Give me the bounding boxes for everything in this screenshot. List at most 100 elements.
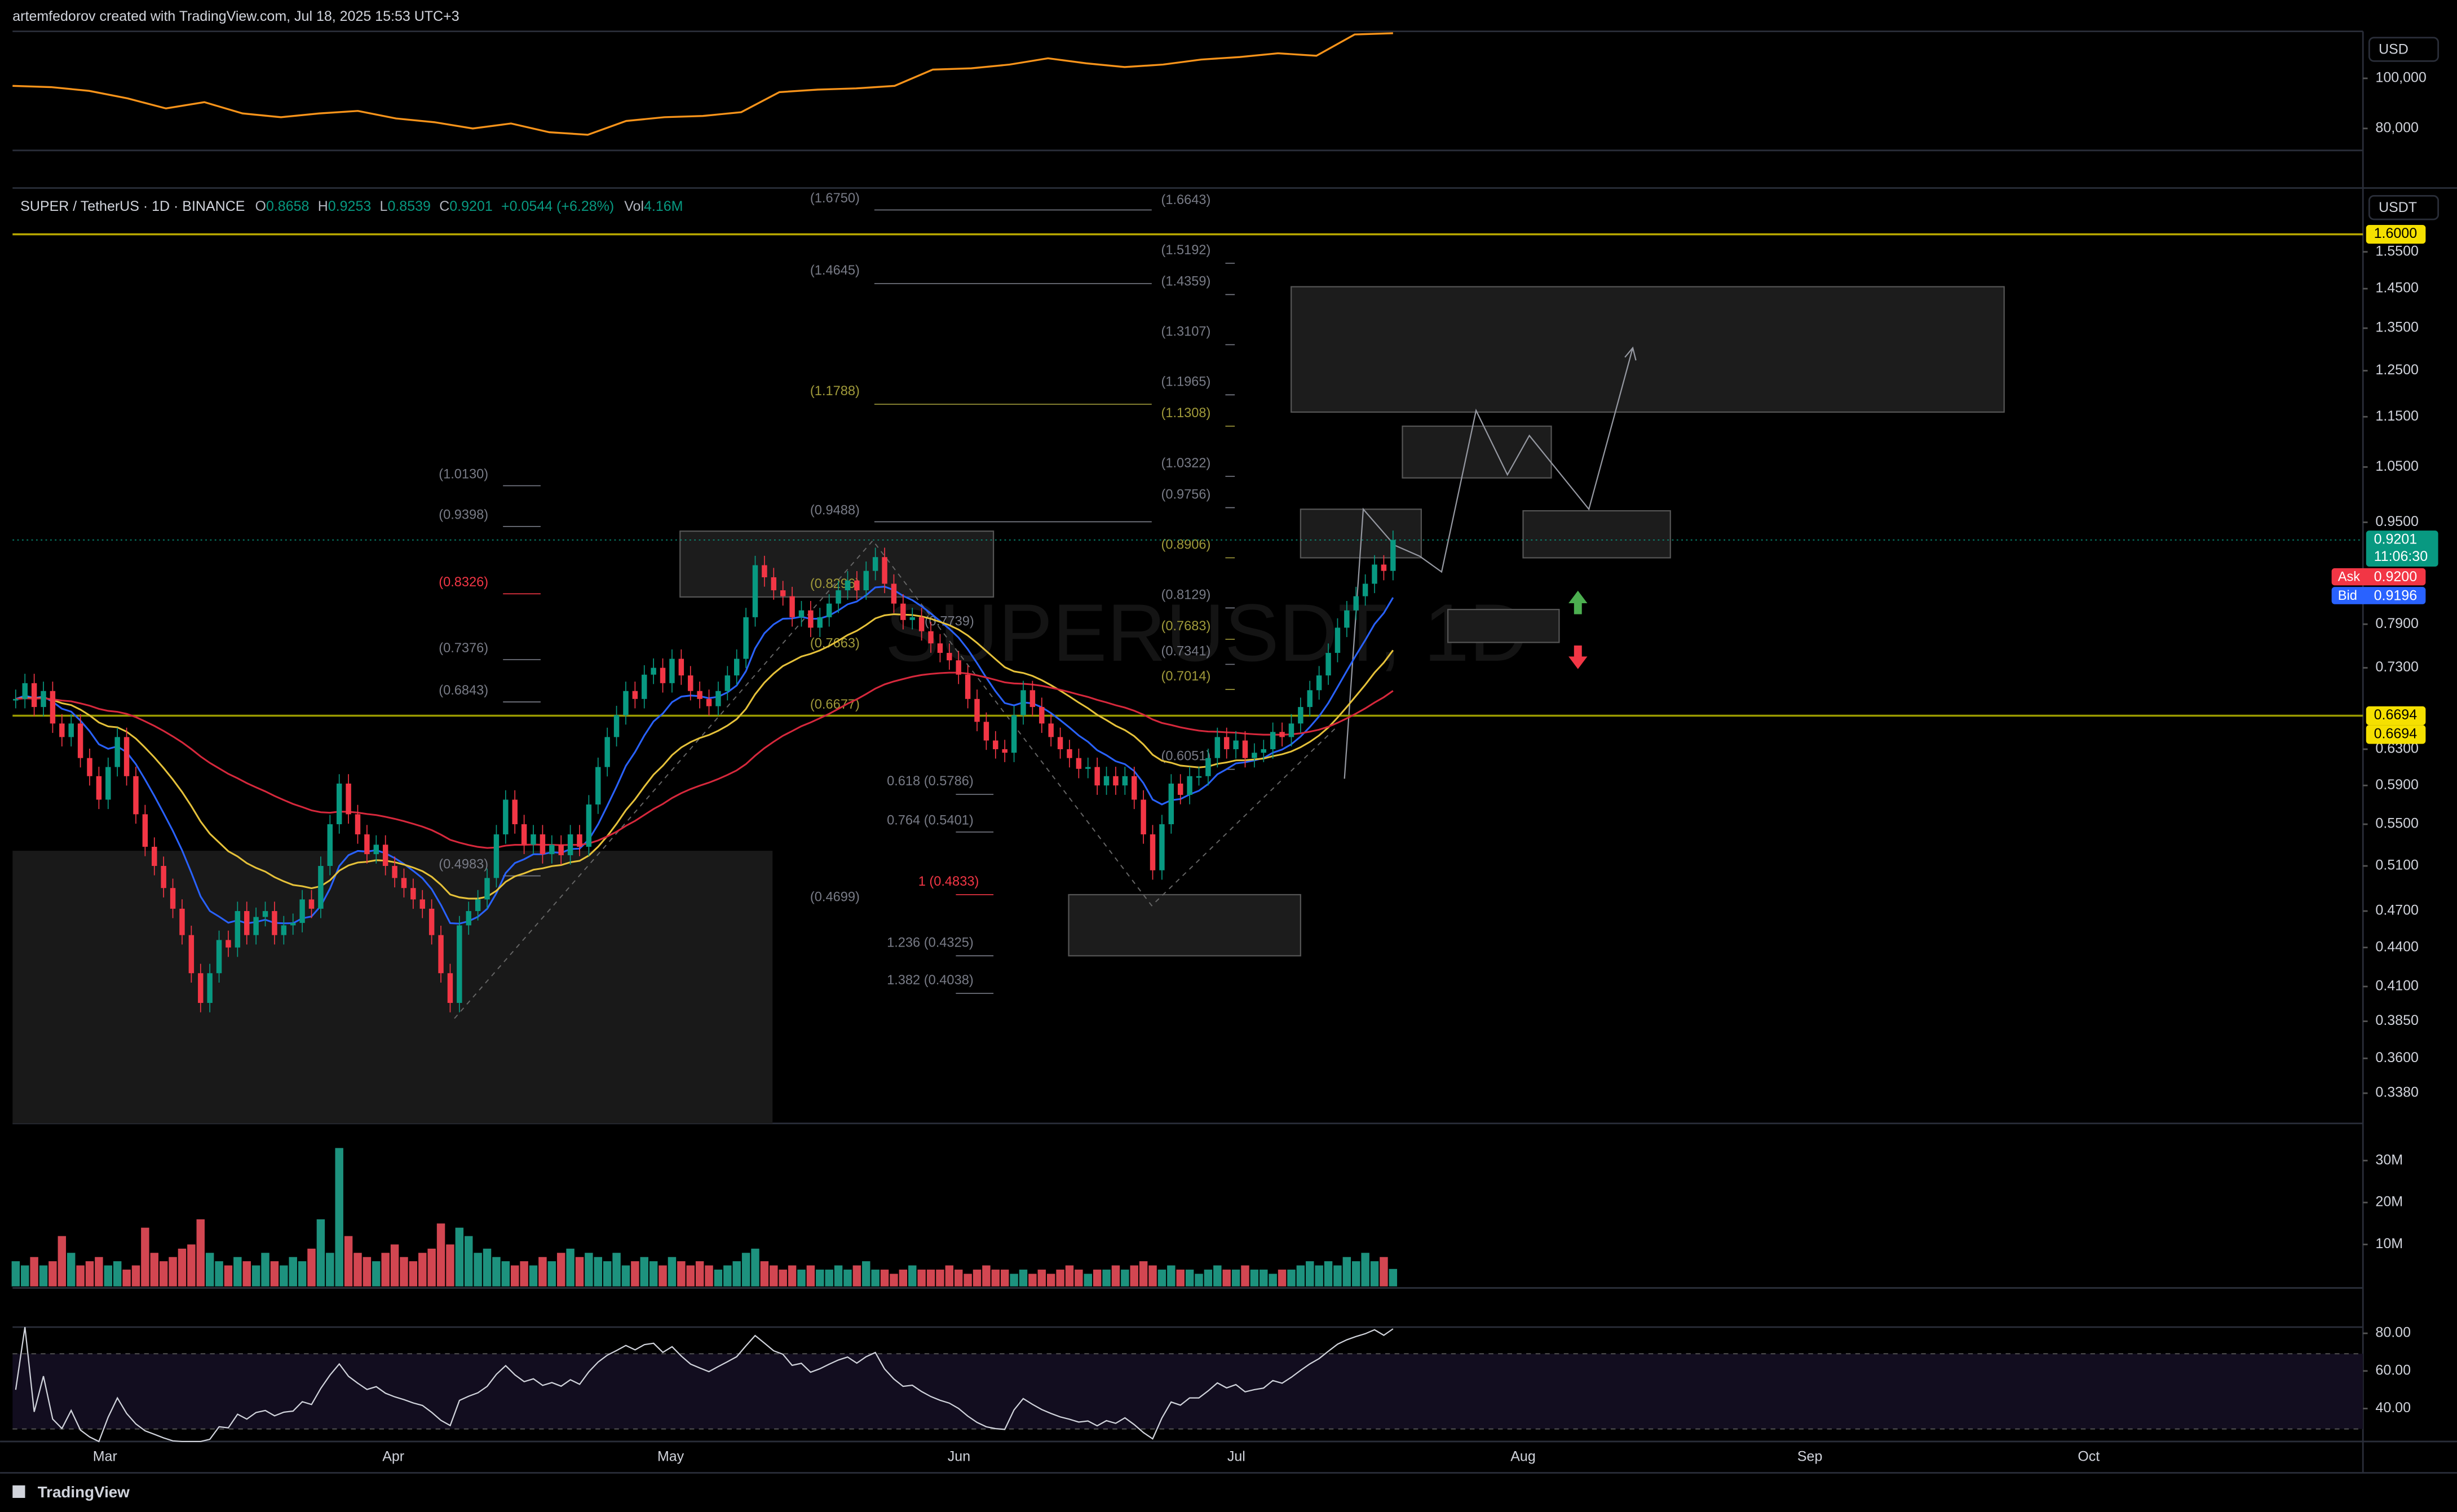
candle-body <box>558 845 564 855</box>
volume-bar <box>307 1248 316 1286</box>
legend-change: +0.0544 (+6.28%) <box>501 198 614 214</box>
y-tick-label: 0.3380 <box>2375 1085 2418 1100</box>
candle-body <box>447 973 453 1003</box>
volume-bar <box>1361 1253 1369 1286</box>
candle-body <box>983 722 989 741</box>
candle-body <box>1223 737 1230 749</box>
volume-bar <box>1324 1261 1333 1286</box>
candle-body <box>355 814 361 834</box>
volume-bar <box>843 1270 852 1286</box>
legend-key: H <box>318 198 328 214</box>
volume-bar <box>1028 1274 1037 1286</box>
candle-body <box>1076 758 1082 769</box>
fib-label: (0.6677) <box>810 697 860 712</box>
volume-bar <box>945 1265 954 1286</box>
candle-body <box>401 878 407 888</box>
volume-bar <box>104 1265 113 1286</box>
candle-body <box>872 557 878 571</box>
volume-bar <box>649 1261 658 1286</box>
candle-body <box>77 723 83 758</box>
candle-body <box>1288 723 1294 737</box>
compare-tick-label: 100,000 <box>2375 70 2426 86</box>
fib-label: (0.4699) <box>810 890 860 905</box>
volume-bar <box>686 1265 695 1286</box>
fib-label: (0.8326) <box>439 575 488 590</box>
candle-body <box>1029 690 1036 708</box>
fib-label: (0.6843) <box>439 683 488 698</box>
volume-bar <box>326 1253 334 1286</box>
legend-value: 4.16M <box>644 198 683 214</box>
volume-bar <box>242 1261 251 1286</box>
volume-bar <box>908 1265 917 1286</box>
volume-bar <box>741 1253 750 1286</box>
x-tick-label: Apr <box>382 1448 404 1464</box>
projection-arrowhead <box>1624 346 1637 361</box>
compare-line <box>12 32 1393 136</box>
volume-bar <box>779 1270 787 1286</box>
volume-bar <box>1250 1270 1259 1286</box>
candle-body <box>1362 583 1368 596</box>
y-tick-label: 0.4400 <box>2375 939 2418 954</box>
volume-bar <box>251 1265 260 1286</box>
candle-body <box>521 824 527 845</box>
volume-bar <box>788 1265 797 1286</box>
volume-bar <box>344 1236 353 1286</box>
candle-body <box>613 715 620 737</box>
volume-bar <box>585 1253 593 1286</box>
volume-bar <box>797 1270 806 1286</box>
volume-bar <box>1102 1270 1111 1286</box>
volume-tick-label: 30M <box>2375 1152 2403 1168</box>
volume-bar <box>409 1261 418 1286</box>
fib-label: (0.9756) <box>1161 487 1210 502</box>
candle-body <box>1150 834 1156 870</box>
volume-bar <box>381 1253 390 1286</box>
fib-label: (0.9398) <box>439 508 488 523</box>
ask-tag <box>2331 568 2426 586</box>
fib-label: 1.236 (0.4325) <box>887 935 974 950</box>
candle-body <box>382 845 388 866</box>
fib-label: (0.7014) <box>1161 669 1210 684</box>
legend-key: C <box>439 198 449 214</box>
last-price: 0.9201 <box>2374 531 2417 547</box>
rsi-band <box>12 1354 2363 1429</box>
volume-bar <box>427 1248 436 1286</box>
volume-bar <box>67 1253 76 1286</box>
candle-body <box>179 908 185 935</box>
candle-body <box>59 723 65 737</box>
volume-bar <box>714 1270 723 1286</box>
volume-bar <box>621 1265 630 1286</box>
candle-body <box>577 834 582 847</box>
volume-bar <box>659 1265 667 1286</box>
volume-bar <box>1093 1270 1102 1286</box>
candle-body <box>299 899 305 923</box>
candle-body <box>123 737 130 776</box>
volume-bar <box>418 1253 427 1286</box>
candle-body <box>651 667 656 675</box>
y-tick-label: 0.5100 <box>2375 857 2418 873</box>
volume-bar <box>825 1270 833 1286</box>
candle-body <box>965 674 971 699</box>
volume-bar <box>631 1261 639 1286</box>
currency-box[interactable] <box>2368 195 2439 220</box>
volume-bar <box>187 1244 196 1286</box>
candle-body <box>188 935 195 974</box>
volume-bar <box>890 1274 898 1286</box>
candle-body <box>762 565 767 577</box>
candle-body <box>484 878 490 900</box>
candle-body <box>1103 776 1110 786</box>
candle-body <box>678 658 684 676</box>
level-tag <box>2366 224 2426 244</box>
candle-body <box>226 940 231 948</box>
candle-body <box>253 917 259 935</box>
candle-body <box>50 691 56 724</box>
y-tick-label: 1.0500 <box>2375 458 2418 474</box>
candle-body <box>1011 715 1017 753</box>
y-tick-label: 1.4500 <box>2375 280 2418 296</box>
volume-bar <box>205 1253 214 1286</box>
currency-box[interactable] <box>2368 37 2439 62</box>
volume-bar <box>695 1261 704 1286</box>
fib-label: (1.1308) <box>1161 406 1210 421</box>
fib-label: (0.7376) <box>439 641 488 656</box>
bid-tag <box>2331 587 2426 604</box>
